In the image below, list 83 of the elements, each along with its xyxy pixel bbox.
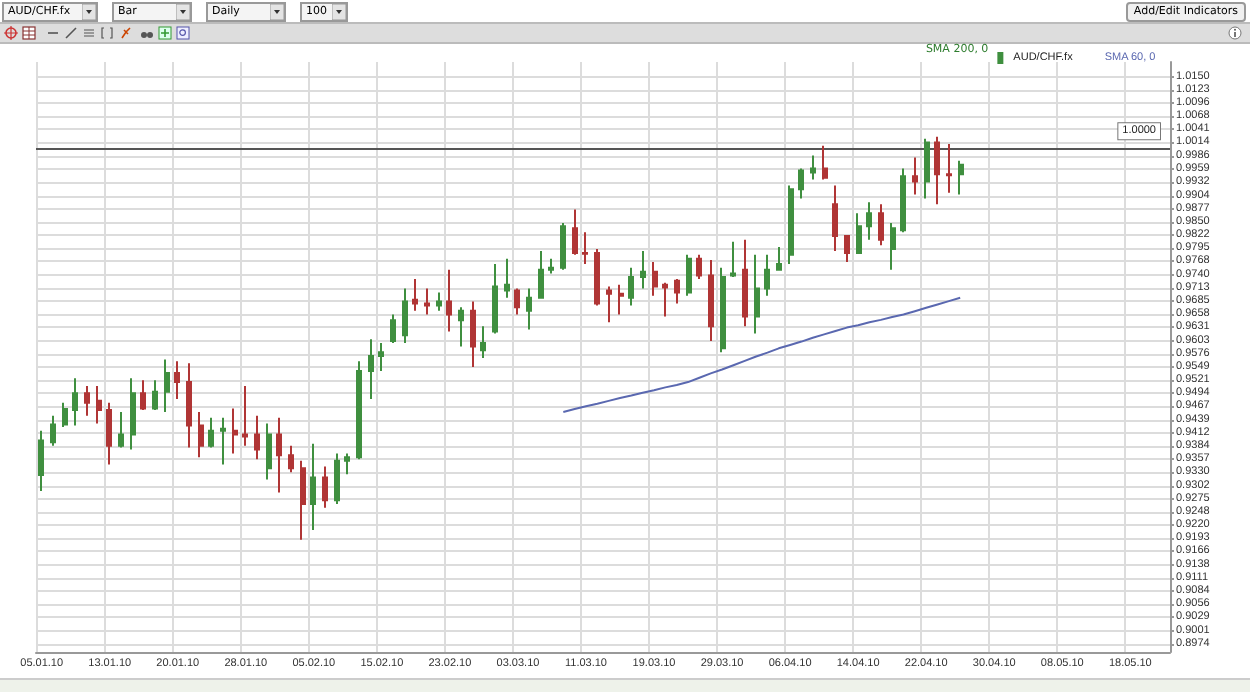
candlestick <box>254 414 260 461</box>
candlestick <box>832 184 838 252</box>
candlestick <box>878 203 884 247</box>
candlestick <box>458 306 464 348</box>
candlestick <box>232 407 238 455</box>
candlestick <box>220 416 226 466</box>
candlestick <box>810 154 816 181</box>
candlestick <box>856 212 862 254</box>
candlestick <box>118 410 124 449</box>
candlestick <box>368 338 374 400</box>
candlestick <box>606 285 612 324</box>
candlestick <box>560 222 566 271</box>
candlestick <box>548 257 554 275</box>
candlestick <box>776 246 782 271</box>
candlestick <box>958 159 964 196</box>
candlestick <box>526 287 532 331</box>
candlestick <box>538 249 544 299</box>
candlestick <box>866 201 872 241</box>
candlestick <box>934 135 940 206</box>
candlestick <box>72 377 78 427</box>
candlestick <box>696 253 702 280</box>
candlestick <box>900 167 906 234</box>
candlestick <box>334 452 340 506</box>
candlestick <box>582 231 588 265</box>
candlestick <box>514 287 520 316</box>
candlestick <box>924 137 930 200</box>
candlestick <box>288 444 294 474</box>
candlestick <box>38 429 44 492</box>
candlestick <box>662 281 668 318</box>
candlestick <box>356 360 362 461</box>
candlestick <box>446 268 452 333</box>
candlestick <box>84 384 90 417</box>
candlestick <box>402 287 408 345</box>
candlestick <box>686 253 692 297</box>
candlestick <box>276 416 282 494</box>
candlestick <box>62 401 68 428</box>
candlestick <box>504 257 510 299</box>
candlestick <box>174 360 180 400</box>
candlestick <box>424 287 430 316</box>
candlestick <box>912 156 918 196</box>
candlestick <box>674 277 680 305</box>
candlestick <box>730 240 736 278</box>
candlestick <box>164 358 170 413</box>
candlestick <box>628 266 634 307</box>
candlestick <box>186 362 192 449</box>
candlestick <box>480 325 486 359</box>
candlestick <box>946 142 952 194</box>
candlestick <box>152 379 158 412</box>
candlestick <box>310 442 316 532</box>
candlestick <box>50 414 56 447</box>
candlestick <box>390 313 396 345</box>
candlestick <box>844 235 850 264</box>
candlestick <box>788 184 794 265</box>
candlestick <box>640 249 646 290</box>
candlestick <box>618 283 624 316</box>
candlestick <box>198 410 204 459</box>
candlestick <box>890 222 896 271</box>
candlestick <box>130 377 136 451</box>
line-series <box>562 296 962 413</box>
candlestick <box>344 452 350 476</box>
candlestick <box>742 238 748 328</box>
candlestick <box>208 416 214 449</box>
candlestick <box>242 384 248 447</box>
candlestick <box>708 259 714 343</box>
candlestick <box>412 277 418 312</box>
candlestick <box>764 253 770 297</box>
candlestick <box>96 384 102 425</box>
candlestick <box>322 465 328 509</box>
candlestick <box>572 208 578 256</box>
candlestick <box>300 459 306 541</box>
candlestick <box>378 342 384 372</box>
candlestick <box>492 262 498 335</box>
candlestick <box>822 144 828 181</box>
candlestick <box>470 300 476 369</box>
candlestick <box>652 261 658 297</box>
candlestick <box>140 379 146 412</box>
candlestick <box>594 248 600 307</box>
candlestick <box>106 401 112 466</box>
candlestick <box>436 291 442 312</box>
candlestick <box>720 266 726 354</box>
candlestick <box>754 253 760 335</box>
candlestick <box>266 422 272 481</box>
candlestick <box>798 167 804 200</box>
